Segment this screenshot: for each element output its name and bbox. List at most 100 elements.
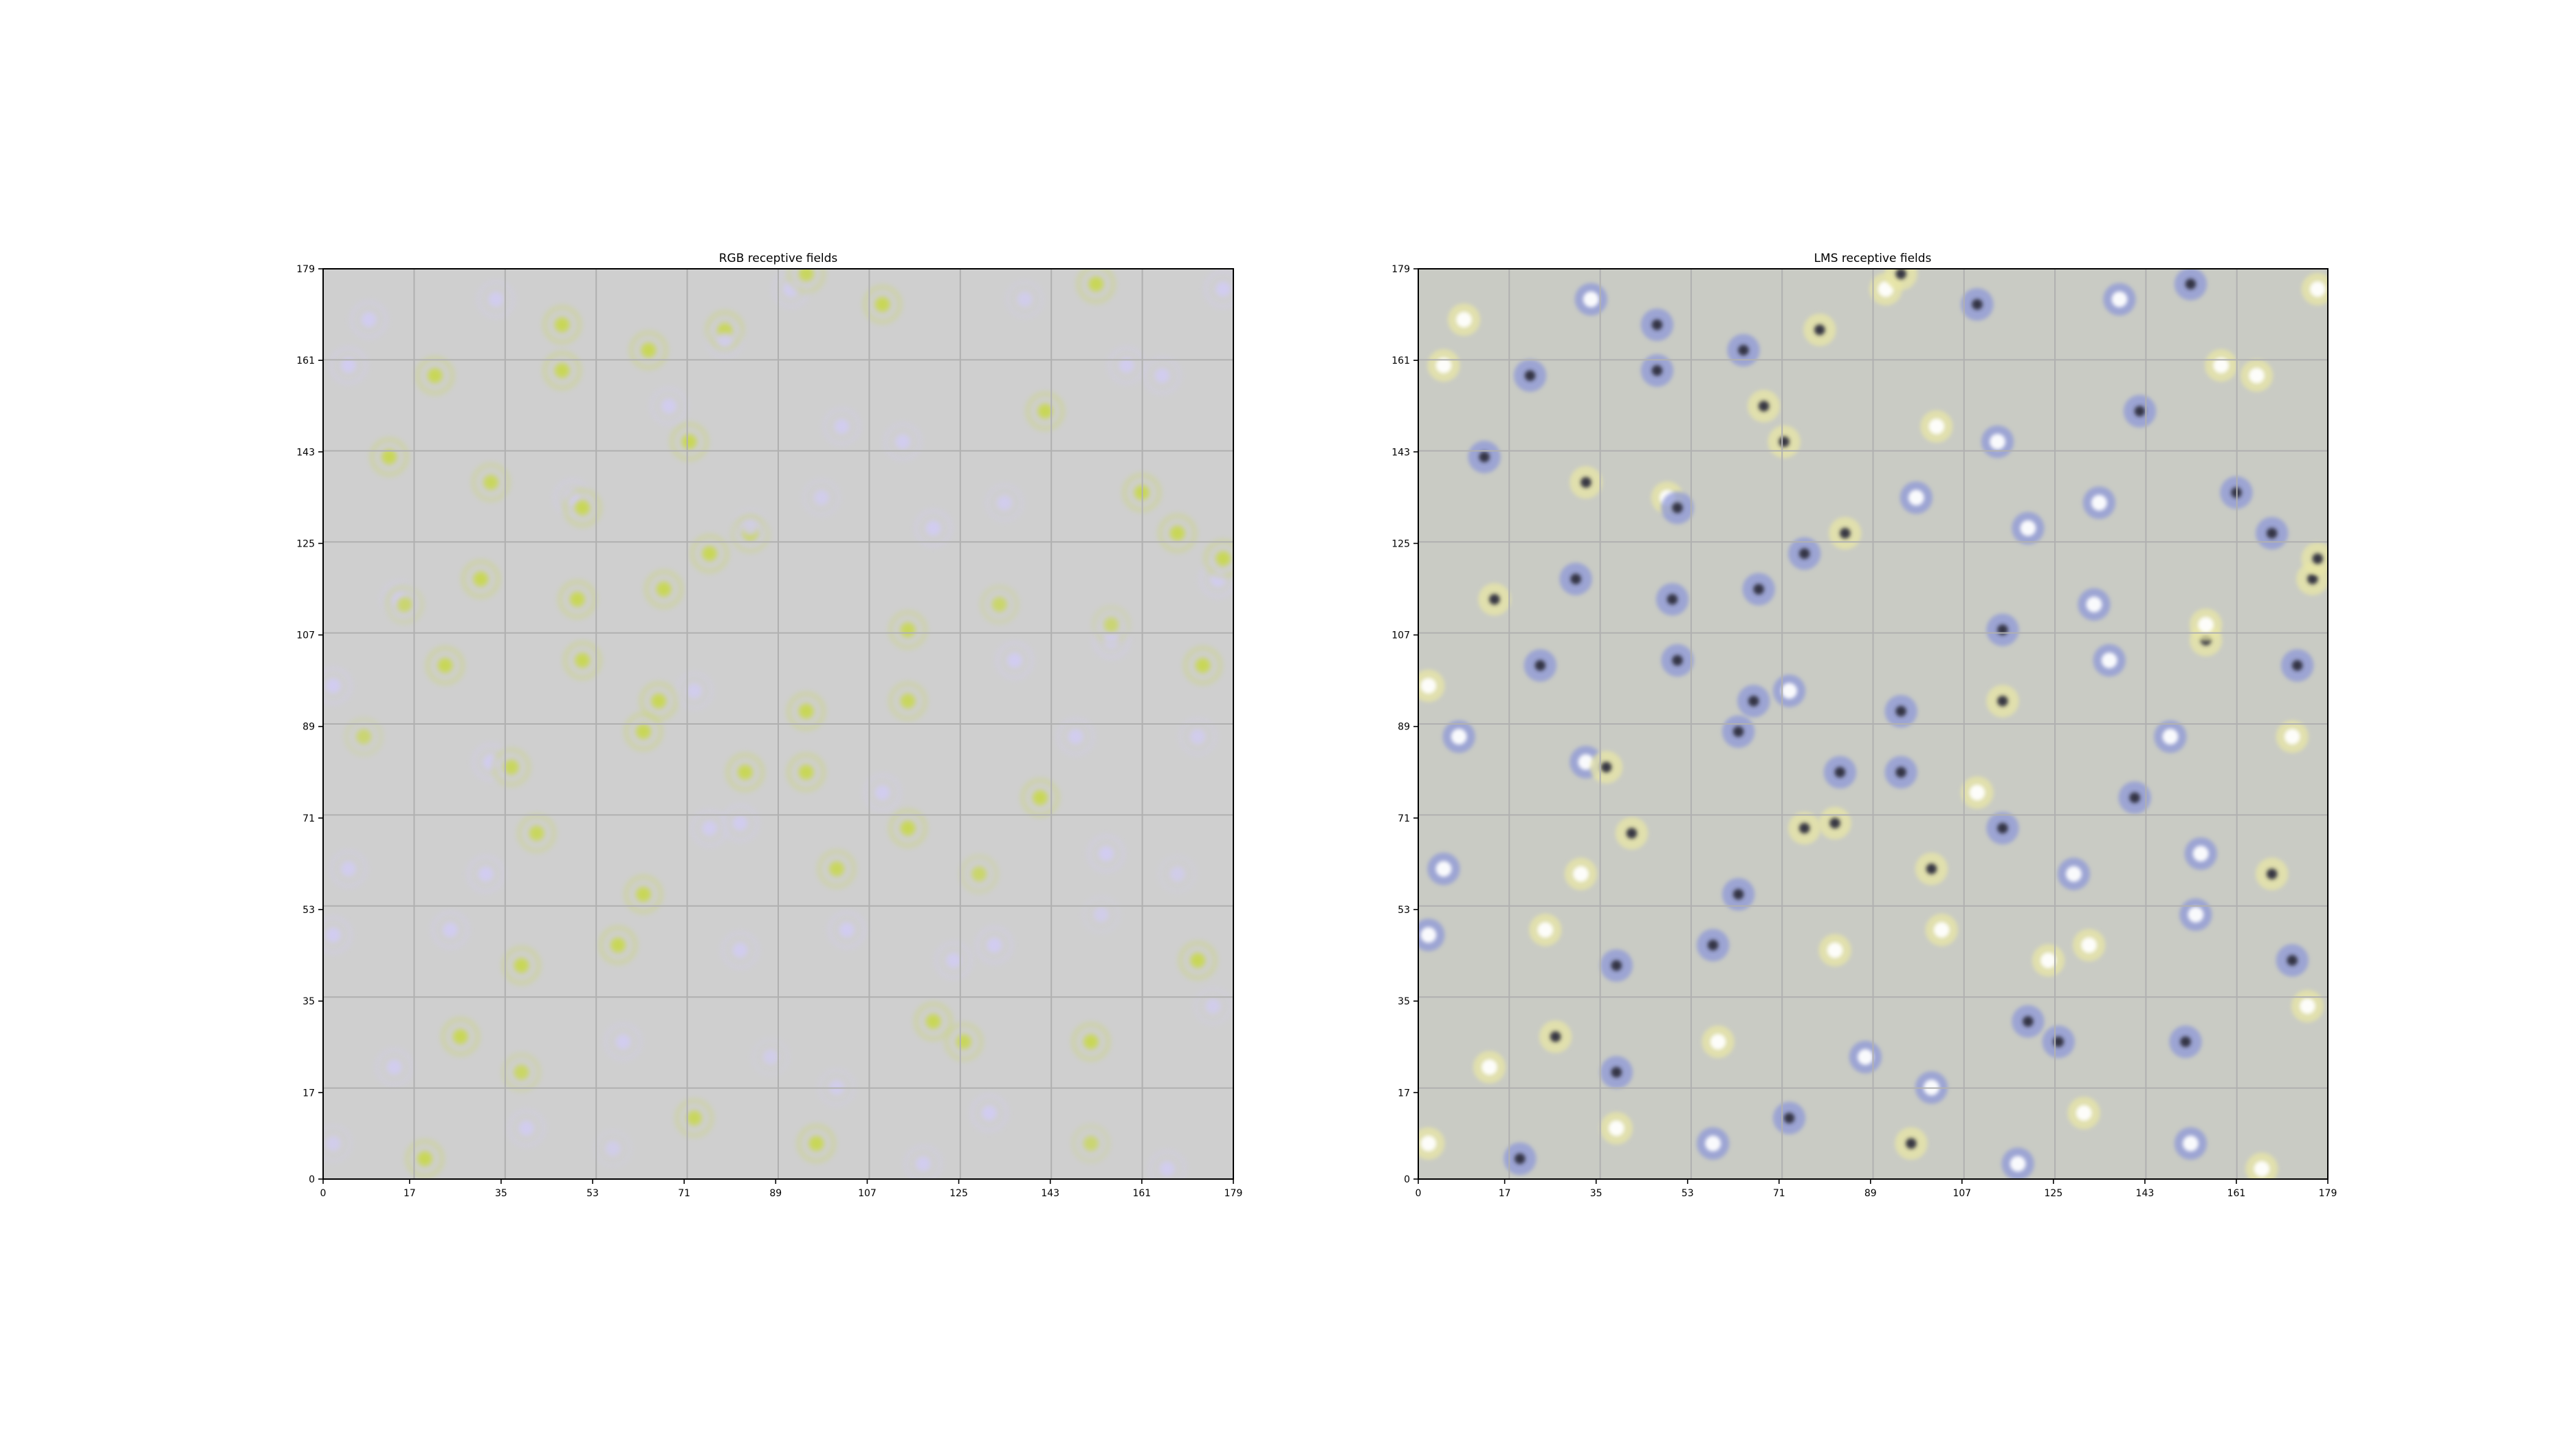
lms-receptive-field: [2123, 395, 2157, 428]
rgb-receptive-field: [827, 910, 867, 950]
rgb-receptive-field: [786, 752, 826, 792]
rgb-receptive-field: [415, 355, 455, 395]
lms-receptive-field: [1961, 288, 1994, 321]
lms-receptive-field: [1742, 573, 1775, 606]
lms-receptive-field: [1915, 852, 1948, 886]
lms-receptive-field: [2012, 1005, 2045, 1038]
lms-receptive-field: [2001, 1147, 2034, 1179]
lms-y-tick-label: 17: [1398, 1088, 1410, 1099]
rgb-receptive-field: [984, 483, 1024, 522]
rgb-receptive-field: [786, 269, 826, 294]
lms-receptive-field: [1920, 410, 1953, 443]
lms-x-tick-label: 0: [1416, 1188, 1422, 1199]
lms-receptive-field: [2057, 857, 2091, 890]
rgb-receptive-field: [1183, 646, 1223, 685]
rgb-receptive-field: [542, 351, 582, 390]
lms-receptive-field: [2301, 272, 2328, 306]
rgb-receptive-field: [802, 478, 841, 518]
lms-receptive-field: [2082, 486, 2116, 519]
lms-receptive-field: [1895, 1127, 1928, 1160]
rgb-receptive-field: [883, 422, 923, 461]
rgb-receptive-field: [670, 422, 709, 461]
rgb-receptive-field: [369, 437, 409, 477]
lms-x-tick-label: 107: [1952, 1188, 1971, 1199]
rgb-receptive-field: [730, 508, 770, 548]
lms-receptive-field: [2179, 898, 2212, 932]
rgb-receptive-field: [690, 534, 729, 573]
rgb-y-tick-label: 71: [302, 813, 315, 824]
lms-receptive-field: [1772, 1101, 1806, 1134]
rgb-mosaic: [323, 269, 1233, 1179]
lms-receptive-field: [2072, 929, 2106, 962]
rgb-receptive-field: [1086, 834, 1126, 874]
rgb-receptive-field: [980, 584, 1020, 624]
lms-receptive-field: [1473, 1050, 1506, 1084]
lms-receptive-field: [1721, 715, 1755, 748]
lms-x-tick-label: 89: [1864, 1188, 1877, 1199]
lms-receptive-field: [1900, 481, 1933, 514]
lms-receptive-field: [1823, 756, 1857, 789]
lms-receptive-field: [1772, 674, 1806, 707]
lms-y-tick-label: 143: [1391, 447, 1410, 458]
lms-receptive-field: [1986, 685, 2019, 718]
lms-receptive-field: [1447, 303, 1481, 336]
rgb-y-tick-label: 179: [296, 264, 315, 275]
lms-receptive-field: [1884, 694, 1917, 728]
lms-receptive-field: [1737, 685, 1770, 718]
lms-receptive-field: [1427, 852, 1460, 886]
rgb-receptive-field: [888, 610, 928, 650]
lms-receptive-field: [1727, 333, 1760, 366]
lms-receptive-field: [2256, 857, 2289, 890]
rgb-receptive-field: [461, 559, 500, 599]
lms-receptive-field: [2154, 720, 2187, 754]
lms-receptive-field: [2078, 588, 2111, 621]
rgb-receptive-field: [914, 1002, 954, 1042]
rgb-receptive-field: [329, 849, 368, 889]
lms-receptive-field: [2189, 608, 2223, 641]
lms-x-tick-label: 179: [2319, 1188, 2337, 1199]
lms-receptive-field: [2291, 989, 2324, 1023]
rgb-x-tick-label: 125: [949, 1188, 968, 1199]
lms-receptive-field: [1523, 649, 1557, 682]
rgb-receptive-field: [705, 320, 745, 360]
rgb-receptive-field: [426, 646, 465, 685]
rgb-receptive-field: [959, 854, 999, 894]
rgb-y-tick-label: 89: [302, 722, 315, 733]
rgb-receptive-field: [934, 940, 973, 980]
rgb-receptive-field: [817, 849, 857, 889]
lms-receptive-field: [2012, 512, 2045, 544]
lms-receptive-field: [2276, 720, 2309, 754]
lms-receptive-field: [1418, 918, 1445, 952]
lms-receptive-field: [2032, 944, 2065, 977]
rgb-receptive-field: [863, 285, 903, 324]
rgb-receptive-field: [914, 508, 954, 548]
lms-receptive-field: [1803, 314, 1836, 346]
lms-receptive-field: [2067, 1097, 2100, 1130]
rgb-receptive-field: [329, 346, 368, 386]
rgb-receptive-field: [384, 584, 424, 624]
rgb-y-tick-label: 161: [296, 355, 315, 366]
lms-receptive-field: [2169, 1025, 2202, 1058]
lms-y-tick-label: 0: [1404, 1174, 1410, 1185]
lms-receptive-field: [1570, 466, 1603, 499]
lms-x-tick-label: 35: [1590, 1188, 1603, 1199]
rgb-y-tick-label: 107: [296, 630, 315, 641]
lms-receptive-field: [2256, 516, 2289, 550]
lms-y-tick-label: 125: [1391, 538, 1410, 549]
rgb-receptive-field: [1056, 717, 1096, 756]
rgb-receptive-field: [1178, 717, 1218, 756]
rgb-y-tick-label: 143: [296, 447, 315, 458]
rgb-receptive-field: [628, 330, 668, 370]
lms-x-tick-label: 161: [2227, 1188, 2246, 1199]
lms-receptive-field: [2042, 1025, 2075, 1058]
rgb-receptive-field: [720, 803, 760, 843]
rgb-x-tick-label: 0: [320, 1188, 327, 1199]
lms-grid: [1418, 269, 2328, 1179]
lms-y-axis: 0 17 35 53 71 89 107 125 143 161 179: [1391, 264, 1418, 1185]
rgb-receptive-field: [542, 305, 582, 344]
lms-receptive-field: [1564, 857, 1598, 890]
lms-receptive-field: [1655, 583, 1689, 616]
rgb-receptive-field: [690, 808, 729, 848]
rgb-receptive-field: [974, 925, 1014, 965]
rgb-receptive-field: [507, 1108, 547, 1148]
